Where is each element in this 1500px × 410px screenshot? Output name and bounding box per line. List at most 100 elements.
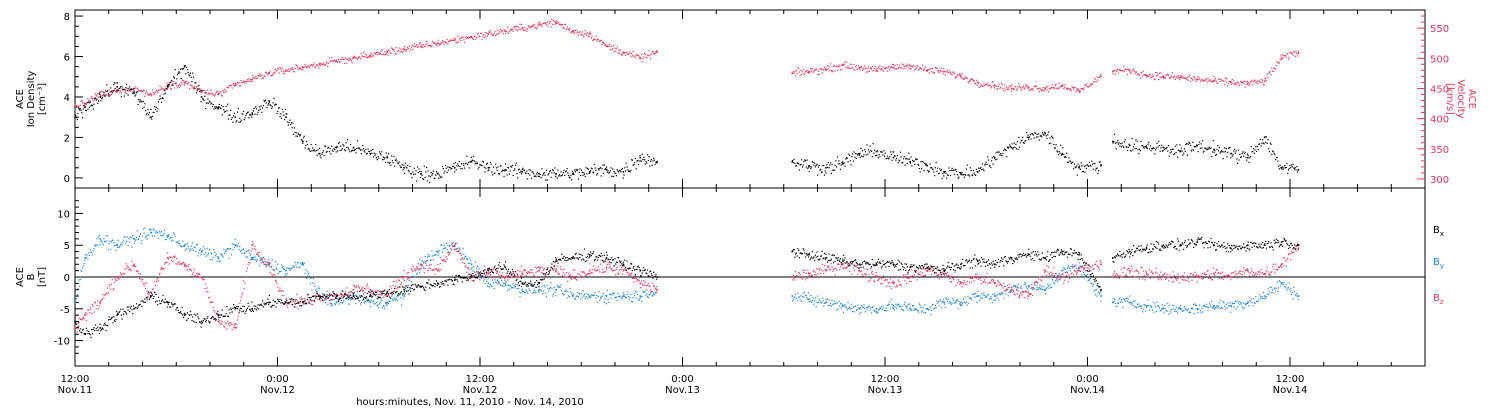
by-point (632, 297, 634, 299)
by-point (1160, 309, 1162, 312)
by-point (386, 301, 388, 304)
density-point (264, 100, 266, 103)
velocity-point (626, 53, 628, 55)
by-point (161, 235, 163, 237)
by-point (358, 295, 360, 298)
by-point (1297, 295, 1300, 297)
velocity-point (1221, 80, 1224, 82)
by-point (1117, 302, 1119, 304)
density-point (983, 169, 985, 172)
velocity-point (372, 55, 375, 57)
by-point (915, 308, 917, 311)
velocity-point (1284, 55, 1286, 57)
by-point (232, 249, 234, 251)
velocity-point (838, 64, 840, 66)
density-point (1091, 163, 1094, 165)
velocity-point (1018, 83, 1020, 85)
bz-point (141, 280, 143, 283)
density-point (1050, 135, 1053, 137)
velocity-point (236, 81, 239, 83)
by-point (1246, 302, 1249, 305)
by-point (925, 307, 927, 310)
by-point (516, 287, 518, 290)
density-point (858, 152, 861, 155)
density-point (1001, 155, 1003, 157)
density-point (281, 108, 283, 110)
by-point (295, 264, 297, 266)
by-point (1132, 300, 1135, 303)
velocity-point (930, 70, 933, 73)
bz-point (116, 276, 119, 278)
by-point (155, 230, 157, 232)
velocity-point (319, 65, 321, 67)
velocity-point (1003, 84, 1006, 86)
density-point (1017, 148, 1019, 151)
density-point (855, 157, 857, 159)
density-point (364, 151, 366, 153)
density-point (1024, 140, 1026, 142)
by-point (485, 280, 488, 283)
by-point (480, 277, 482, 279)
velocity-point (580, 33, 583, 35)
density-point (381, 151, 383, 153)
velocity-tick-label: 350 (1430, 145, 1449, 156)
velocity-point (97, 96, 100, 99)
by-point (343, 295, 346, 298)
velocity-point (432, 42, 435, 44)
bz-point (1112, 276, 1114, 278)
density-point (597, 168, 599, 170)
density-point (626, 166, 628, 168)
velocity-point (318, 62, 321, 65)
by-point (1170, 309, 1173, 311)
velocity-point (398, 47, 400, 49)
bz-point (160, 268, 162, 270)
by-point (1112, 297, 1114, 300)
density-point (1112, 140, 1114, 143)
velocity-point (306, 66, 308, 68)
density-point (1031, 133, 1034, 135)
density-point (91, 104, 93, 106)
by-point (648, 294, 650, 296)
velocity-point (1158, 72, 1160, 74)
velocity-point (510, 28, 512, 30)
density-point (611, 175, 613, 177)
density-point (593, 163, 596, 166)
velocity-point (1029, 89, 1031, 91)
density-point (145, 110, 147, 112)
velocity-point (173, 80, 175, 83)
velocity-point (411, 44, 413, 46)
velocity-point (347, 59, 349, 62)
density-point (331, 149, 334, 151)
velocity-point (1251, 79, 1253, 81)
by-point (897, 303, 899, 305)
bz-point (100, 299, 103, 301)
density-point (444, 164, 447, 167)
bz-point (191, 275, 193, 277)
bz-point (90, 308, 92, 311)
velocity-point (180, 81, 182, 83)
velocity-point (1037, 88, 1039, 90)
density-point (198, 84, 200, 87)
by-point (1145, 310, 1147, 312)
velocity-point (385, 52, 387, 55)
by-point (1174, 308, 1176, 310)
velocity-point (1042, 86, 1044, 89)
by-point (803, 296, 805, 298)
velocity-point (634, 55, 636, 57)
density-point (632, 164, 634, 166)
velocity-point (1156, 72, 1158, 74)
by-point (1191, 307, 1193, 309)
density-point (1288, 167, 1290, 170)
by-point (1230, 306, 1233, 308)
by-point (107, 235, 109, 237)
density-point (258, 109, 260, 111)
density-point (1247, 156, 1249, 159)
velocity-point (253, 77, 255, 79)
velocity-point (600, 39, 602, 41)
density-point (484, 171, 486, 173)
density-point (1262, 142, 1265, 144)
velocity-point (522, 28, 524, 30)
by-point (996, 297, 998, 299)
density-point (82, 108, 84, 110)
density-point (321, 153, 323, 155)
